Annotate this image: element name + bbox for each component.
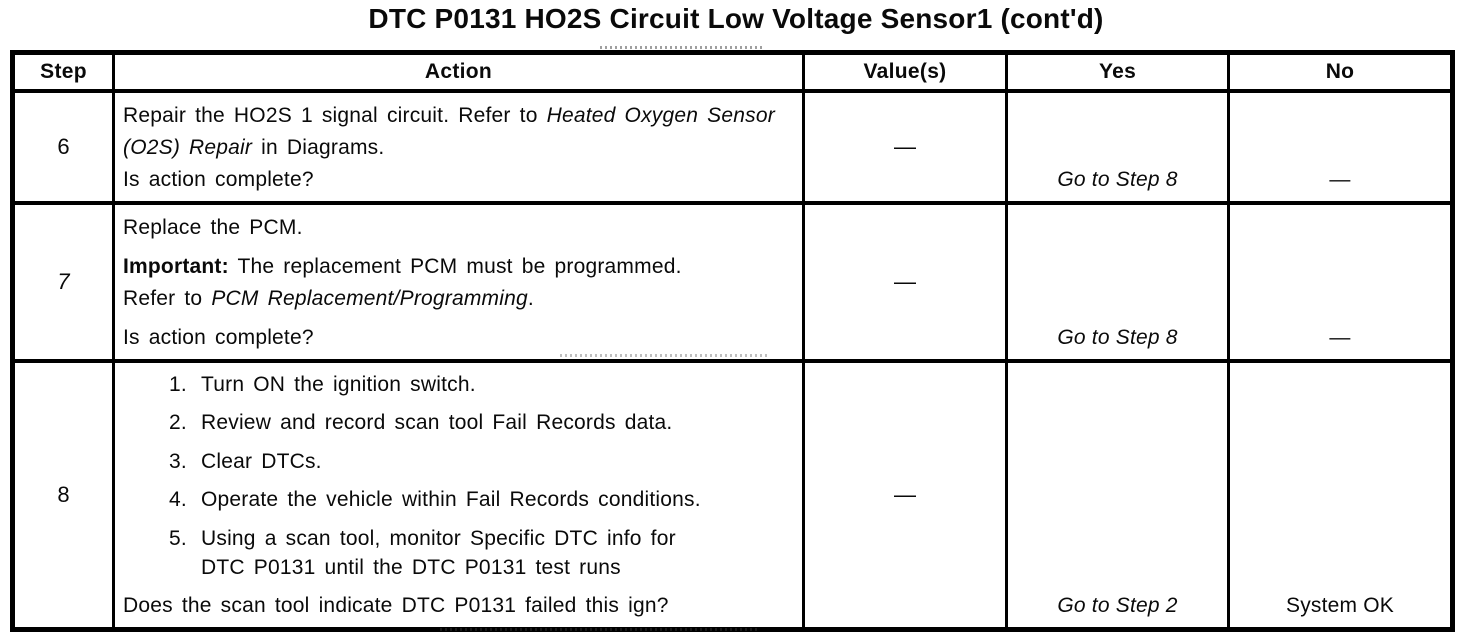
important-label: Important: [123,255,229,278]
value-dash: — [894,134,916,159]
list-item-text: Using a scan tool, monitor Specific DTC … [201,526,676,579]
value-dash: — [1329,326,1351,349]
value-dash: — [894,482,916,507]
list-item: 5. Using a scan tool, monitor Specific D… [169,524,794,583]
scan-artifact [560,354,770,357]
step-cell-6: 6 [15,93,115,205]
yes-cell-7: Go to Step 8 [1008,205,1230,363]
no-cell-6: — [1230,93,1450,205]
yes-cell-6: Go to Step 8 [1008,93,1230,205]
action-text-segment: in Diagrams. [252,135,385,159]
goto-step-text: Go to Step 8 [1057,326,1178,349]
goto-step-text: Go to Step 2 [1057,594,1178,617]
list-item-text: Turn ON the ignition switch. [201,373,476,396]
question-text: Is action complete? [123,167,314,191]
procedure-list: 1. Turn ON the ignition switch. 2. Revie… [123,370,794,582]
value-cell-8: — [805,363,1008,627]
action-cell-7: Replace the PCM. Important: The replacem… [115,205,805,363]
question-text: Does the scan tool indicate DTC P0131 fa… [123,593,669,617]
action-text: Repair the HO2S 1 signal circuit. Refer … [123,100,783,163]
list-item-number: 5. [169,526,187,550]
no-cell-7: — [1230,205,1450,363]
step-cell-7: 7 [15,205,115,363]
list-item-number: 1. [169,373,187,396]
no-cell-8: System OK [1230,363,1450,627]
list-item-number: 4. [169,488,187,512]
action-text-segment: Refer to [123,286,212,310]
value-cell-7: — [805,205,1008,363]
action-text-segment: . [527,286,534,310]
goto-step-text: Go to Step 8 [1057,168,1178,191]
list-item-text: Review and record scan tool Fail Records… [201,411,673,435]
step-number: 8 [57,482,70,507]
value-dash: — [1329,168,1351,191]
list-item: 3. Clear DTCs. [169,447,794,476]
important-note: Important: The replacement PCM must be p… [123,251,688,314]
column-header-values: Value(s) [805,55,1008,93]
step-number: 7 [57,269,70,294]
value-dash: — [894,269,916,294]
action-text: Replace the PCM. [123,216,303,239]
important-text: The replacement PCM must be programmed. [228,255,682,278]
column-header-no: No [1230,55,1450,93]
question-text: Is action complete? [123,325,314,349]
cross-reference-italic: PCM Replacement/Programming [211,286,528,310]
list-item-text: Clear DTCs. [201,449,322,473]
list-item: 4. Operate the vehicle within Fail Recor… [169,485,794,514]
value-cell-6: — [805,93,1008,205]
cross-reference-italic: Heated Oxygen Sensor (O2S) Repair [123,104,775,159]
scan-artifact [440,628,760,631]
action-text-segment: Repair the HO2S 1 signal circuit. Refer … [123,104,547,127]
column-header-yes: Yes [1008,55,1230,93]
scan-artifact [600,46,765,49]
list-item-text: Operate the vehicle within Fail Records … [201,488,701,512]
list-item-number: 3. [169,449,187,473]
step-cell-8: 8 [15,363,115,627]
result-text: System OK [1286,594,1394,617]
column-header-action: Action [115,55,805,93]
diagnostic-table: Step Action Value(s) Yes No 6 Repair the… [10,50,1455,632]
list-item: 1. Turn ON the ignition switch. [169,370,794,399]
yes-cell-8: Go to Step 2 [1008,363,1230,627]
action-cell-6: Repair the HO2S 1 signal circuit. Refer … [115,93,805,205]
column-header-step: Step [15,55,115,93]
action-cell-8: 1. Turn ON the ignition switch. 2. Revie… [115,363,805,627]
step-number: 6 [57,134,70,159]
list-item: 2. Review and record scan tool Fail Reco… [169,408,794,437]
list-item-number: 2. [169,411,187,435]
page-title: DTC P0131 HO2S Circuit Low Voltage Senso… [368,3,1104,34]
